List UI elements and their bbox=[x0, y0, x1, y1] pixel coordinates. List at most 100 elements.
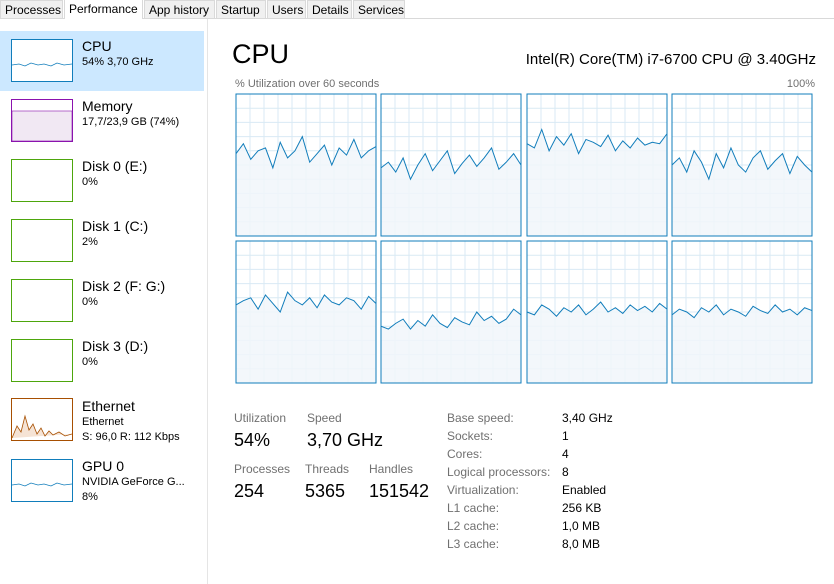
stat-value: 151542 bbox=[369, 481, 430, 501]
core-border bbox=[380, 240, 522, 384]
spec-label: Cores: bbox=[447, 447, 483, 461]
spec-value: 3,40 GHz bbox=[562, 411, 613, 425]
item-detail: 17,7/23,9 GB (74%) bbox=[82, 116, 180, 128]
thumbnail-shape bbox=[11, 482, 73, 487]
item-detail: 0% bbox=[82, 296, 98, 308]
core-area bbox=[672, 147, 812, 236]
tab[interactable]: Details bbox=[307, 0, 352, 18]
sidebar-item[interactable]: Disk 1 (C:) 2% bbox=[0, 211, 204, 271]
core-border bbox=[671, 93, 813, 237]
stat-value: 5365 bbox=[305, 481, 346, 501]
item-name: Disk 3 (D:) bbox=[82, 338, 149, 354]
sidebar-item[interactable]: GPU 0 NVIDIA GeForce G... 8% bbox=[0, 451, 204, 511]
thumbnail bbox=[11, 398, 73, 441]
item-name: Disk 1 (C:) bbox=[82, 218, 149, 234]
sidebar-item[interactable]: Disk 0 (E:) 0% bbox=[0, 151, 204, 211]
thumbnail-shape bbox=[11, 110, 73, 142]
sidebar-item[interactable]: Disk 3 (D:) 0% bbox=[0, 331, 204, 391]
core-border bbox=[526, 240, 668, 384]
stat-value: 3,70 GHz bbox=[307, 430, 384, 450]
item-name: Disk 0 (E:) bbox=[82, 158, 148, 174]
processor-name: Intel(R) Core(TM) i7-6700 CPU @ 3.40GHz bbox=[525, 51, 816, 68]
item-name: CPU bbox=[82, 38, 112, 54]
stat-label: Threads bbox=[305, 462, 350, 476]
core-area bbox=[527, 129, 667, 236]
thumbnail-shape bbox=[11, 339, 73, 382]
thumbnail bbox=[11, 39, 73, 82]
thumbnail-shape bbox=[11, 459, 73, 502]
item-detail: 0% bbox=[82, 356, 98, 368]
core-line bbox=[671, 146, 813, 181]
core-area bbox=[236, 292, 376, 383]
spec-label: L2 cache: bbox=[447, 519, 500, 533]
thumbnail-shape bbox=[11, 414, 73, 439]
thumbnail-shape bbox=[11, 279, 73, 322]
spec-value: 1 bbox=[562, 429, 569, 443]
sidebar-item[interactable]: Memory 17,7/23,9 GB (74%) bbox=[0, 91, 204, 151]
thumbnail-shape bbox=[11, 219, 73, 262]
core-line bbox=[235, 135, 377, 170]
sidebar-item[interactable]: Ethernet Ethernet S: 96,0 R: 112 Kbps bbox=[0, 391, 204, 451]
sidebar-divider bbox=[207, 19, 208, 584]
item-name: Memory bbox=[82, 98, 133, 114]
thumbnail bbox=[11, 219, 73, 262]
tab[interactable]: App history bbox=[144, 0, 215, 18]
spec-value: 8 bbox=[562, 465, 569, 479]
stat-label: Handles bbox=[369, 462, 414, 476]
core-border bbox=[526, 93, 668, 237]
item-detail: 54% 3,70 GHz bbox=[82, 56, 154, 68]
core-area bbox=[672, 304, 812, 383]
core-line bbox=[380, 146, 522, 181]
tab[interactable]: Processes bbox=[0, 0, 63, 18]
tab[interactable]: Startup bbox=[216, 0, 266, 18]
item-name: Ethernet bbox=[82, 398, 135, 414]
thumbnail bbox=[11, 459, 73, 502]
spec-label: Virtualization: bbox=[447, 483, 519, 497]
core-area bbox=[381, 147, 521, 236]
item-detail: S: 96,0 R: 112 Kbps bbox=[82, 431, 180, 443]
thumbnail-shape bbox=[11, 159, 73, 202]
thumbnail bbox=[11, 339, 73, 382]
core-line bbox=[671, 304, 813, 319]
item-detail: Ethernet bbox=[82, 416, 124, 428]
spec-value: Enabled bbox=[562, 483, 607, 497]
spec-value: 256 KB bbox=[562, 501, 602, 515]
stat-label: Utilization bbox=[234, 411, 287, 425]
core-line bbox=[526, 301, 668, 317]
stat-label: Speed bbox=[307, 411, 342, 425]
title: CPU bbox=[232, 39, 290, 69]
spec-label: Base speed: bbox=[447, 411, 514, 425]
tab[interactable]: Users bbox=[267, 0, 306, 18]
stat-value: 54% bbox=[234, 430, 271, 450]
stat-value: 254 bbox=[234, 481, 265, 501]
core-line bbox=[380, 308, 522, 330]
item-name: Disk 2 (F: G:) bbox=[82, 278, 166, 294]
spec-label: L1 cache: bbox=[447, 501, 500, 515]
spec-value: 8,0 MB bbox=[562, 537, 601, 551]
item-detail: NVIDIA GeForce G... bbox=[82, 476, 185, 488]
core-line bbox=[526, 128, 668, 155]
core-area bbox=[381, 309, 521, 383]
sidebar-item[interactable]: Disk 2 (F: G:) 0% bbox=[0, 271, 204, 331]
sidebar-item[interactable]: CPU 54% 3,70 GHz bbox=[0, 31, 204, 91]
spec-label: L3 cache: bbox=[447, 537, 500, 551]
item-name: GPU 0 bbox=[82, 458, 125, 474]
thumbnail bbox=[11, 279, 73, 322]
core-border bbox=[671, 240, 813, 384]
thumbnail-shape bbox=[11, 62, 73, 67]
thumbnail bbox=[11, 159, 73, 202]
core-line bbox=[235, 291, 377, 313]
item-detail: 8% bbox=[82, 491, 98, 503]
tab[interactable]: Services bbox=[353, 0, 405, 18]
core-border bbox=[235, 240, 377, 384]
item-detail: 2% bbox=[82, 236, 98, 248]
core-area bbox=[527, 302, 667, 383]
spec-label: Logical processors: bbox=[447, 465, 551, 479]
spec-value: 4 bbox=[562, 447, 569, 461]
core-border bbox=[380, 93, 522, 237]
thumbnail bbox=[11, 99, 73, 142]
graph-max: 100% bbox=[786, 78, 815, 90]
graph-caption: % Utilization over 60 seconds bbox=[235, 78, 380, 90]
tab[interactable]: Performance bbox=[64, 0, 143, 19]
